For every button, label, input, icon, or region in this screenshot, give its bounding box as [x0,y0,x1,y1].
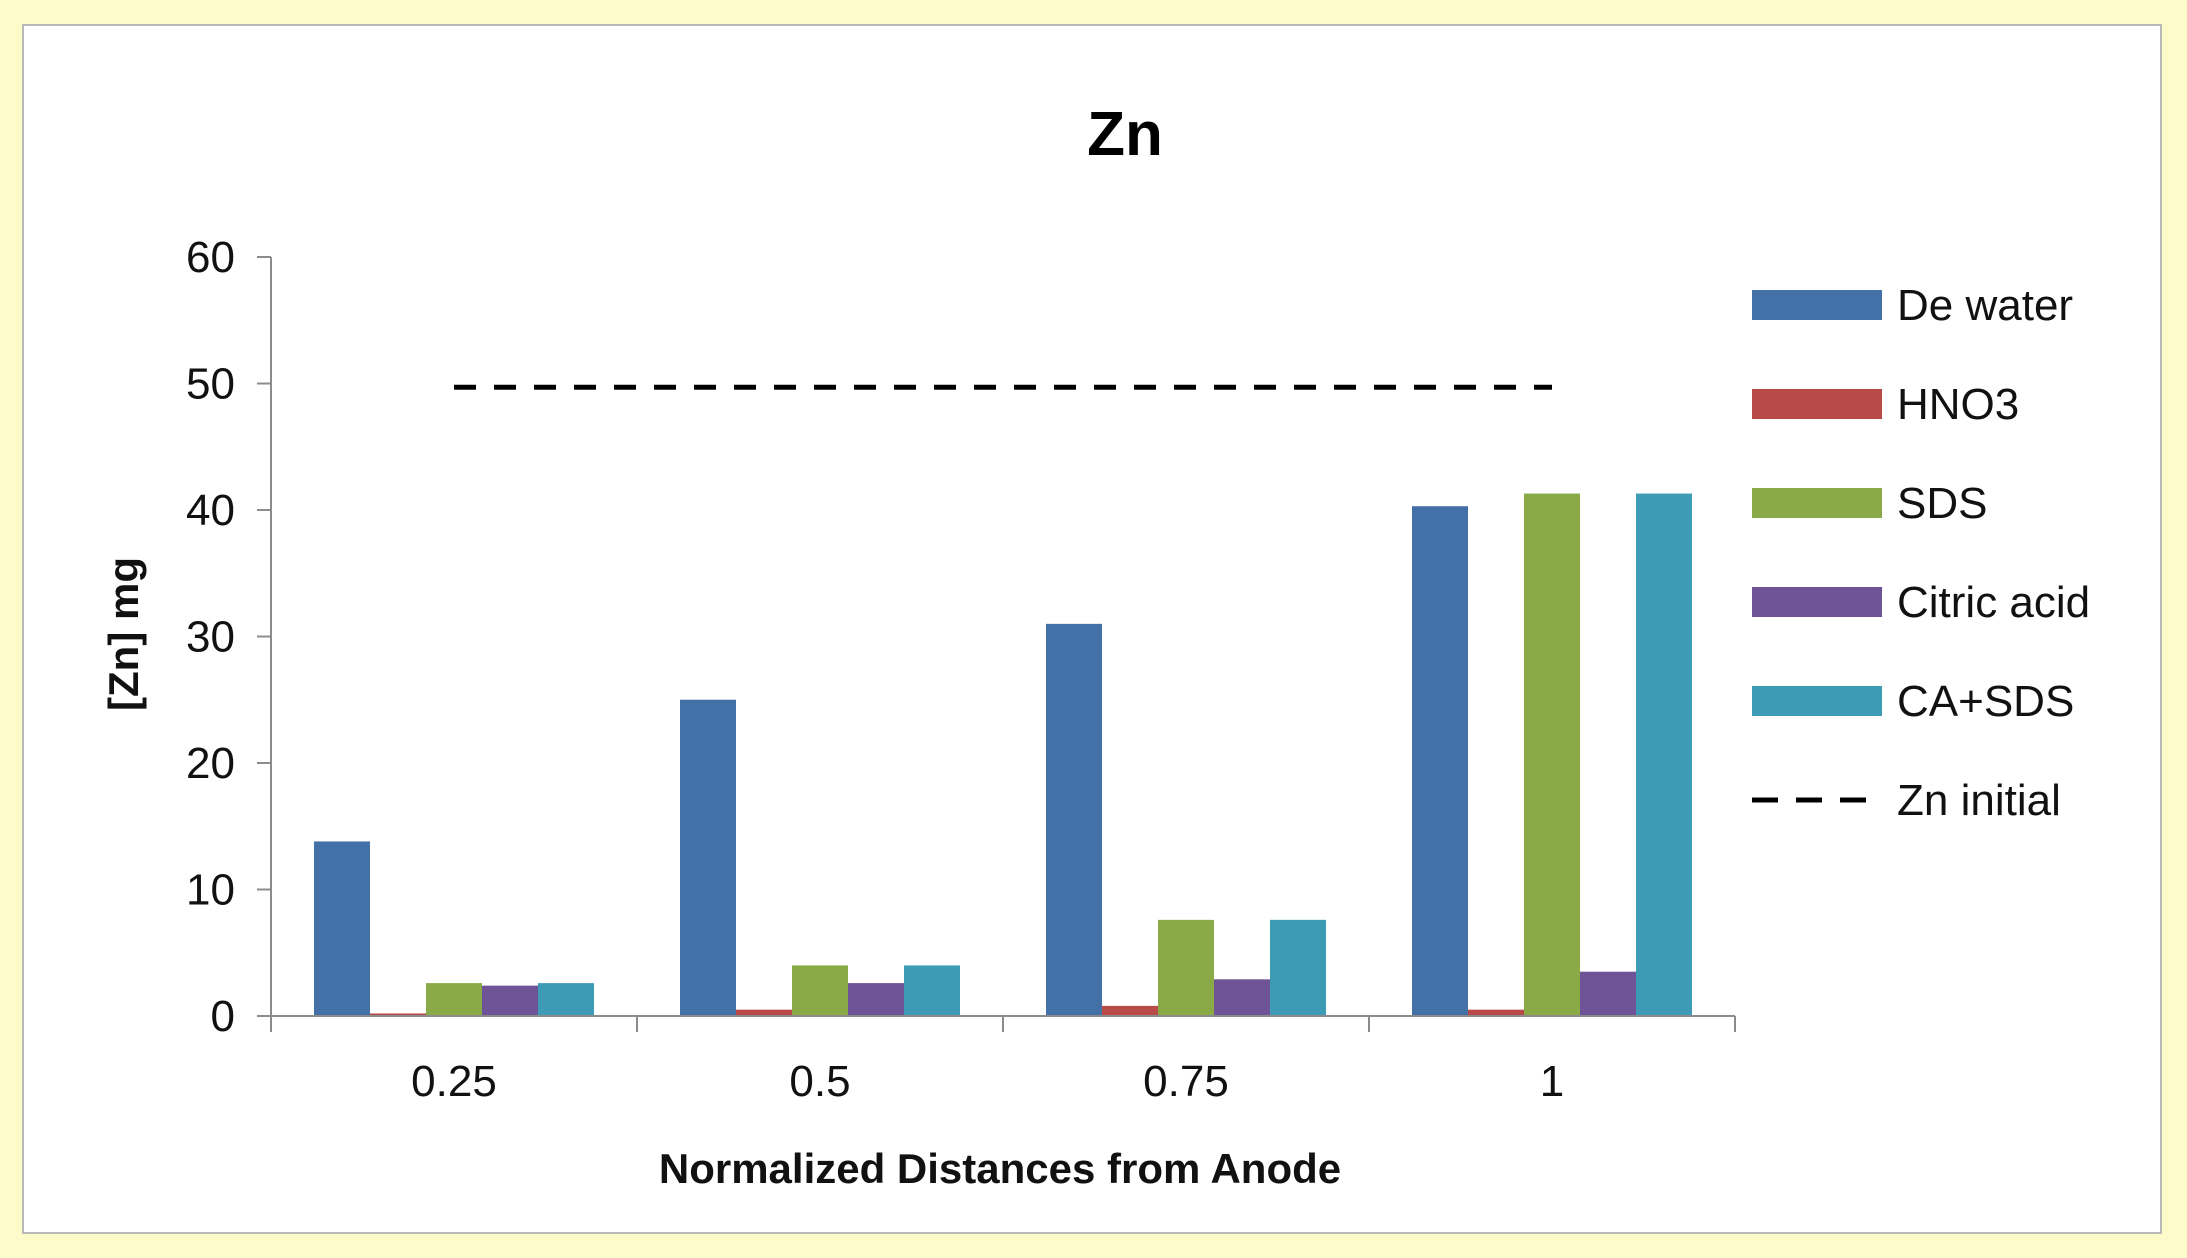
y-tick-label: 20 [186,739,235,788]
x-tick-label: 0.5 [789,1057,850,1106]
bar-ca-sds [1270,919,1326,1016]
y-axis-title: [Zn] mg [100,557,147,711]
bar-citric-acid [848,983,904,1016]
legend-label: De water [1897,281,2073,330]
bar-hno3 [370,1013,426,1016]
x-tick-label: 0.75 [1143,1057,1229,1106]
bar-de-water [1046,623,1102,1016]
bar-citric-acid [1580,971,1636,1016]
bar-de-water [1412,506,1468,1016]
y-tick-label: 30 [186,613,235,662]
bar-sds [426,983,482,1016]
legend-swatch [1752,686,1882,716]
legend-label: Zn initial [1897,776,2061,825]
bar-citric-acid [1214,979,1270,1016]
bar-sds [1158,919,1214,1016]
bar-sds [1524,493,1580,1016]
bar-hno3 [1468,1009,1524,1016]
legend-swatch [1752,389,1882,419]
legend-label: CA+SDS [1897,677,2074,726]
legend-label: HNO3 [1897,380,2019,429]
x-axis-title: Normalized Distances from Anode [659,1145,1341,1192]
legend: De water HNO3 SDS Citric acid CA+SDS Zn initi… [1752,281,2090,825]
legend-label: Citric acid [1897,578,2090,627]
legend-swatch [1752,488,1882,518]
y-tick-label: 40 [186,486,235,535]
y-tick-label: 50 [186,360,235,409]
chart-title: Zn [1087,100,1163,169]
legend-swatch [1752,290,1882,320]
legend-label: SDS [1897,479,1987,528]
y-tick-label: 10 [186,866,235,915]
x-tick-label: 1 [1540,1057,1564,1106]
bar-citric-acid [482,985,538,1016]
legend-swatch [1752,587,1882,617]
x-tick-label: 0.25 [411,1057,497,1106]
bar-ca-sds [538,983,594,1016]
bar-ca-sds [904,965,960,1016]
bar-sds [792,965,848,1016]
bar-de-water [680,699,736,1016]
bar-ca-sds [1636,493,1692,1016]
bar-hno3 [736,1009,792,1016]
plot-area: 0 10 20 30 40 50 60 0.25 0.5 0.75 1 [186,233,1736,1106]
bar-de-water [314,841,370,1016]
bar-hno3 [1102,1005,1158,1016]
y-tick-label: 60 [186,233,235,282]
y-tick-label: 0 [211,992,235,1041]
